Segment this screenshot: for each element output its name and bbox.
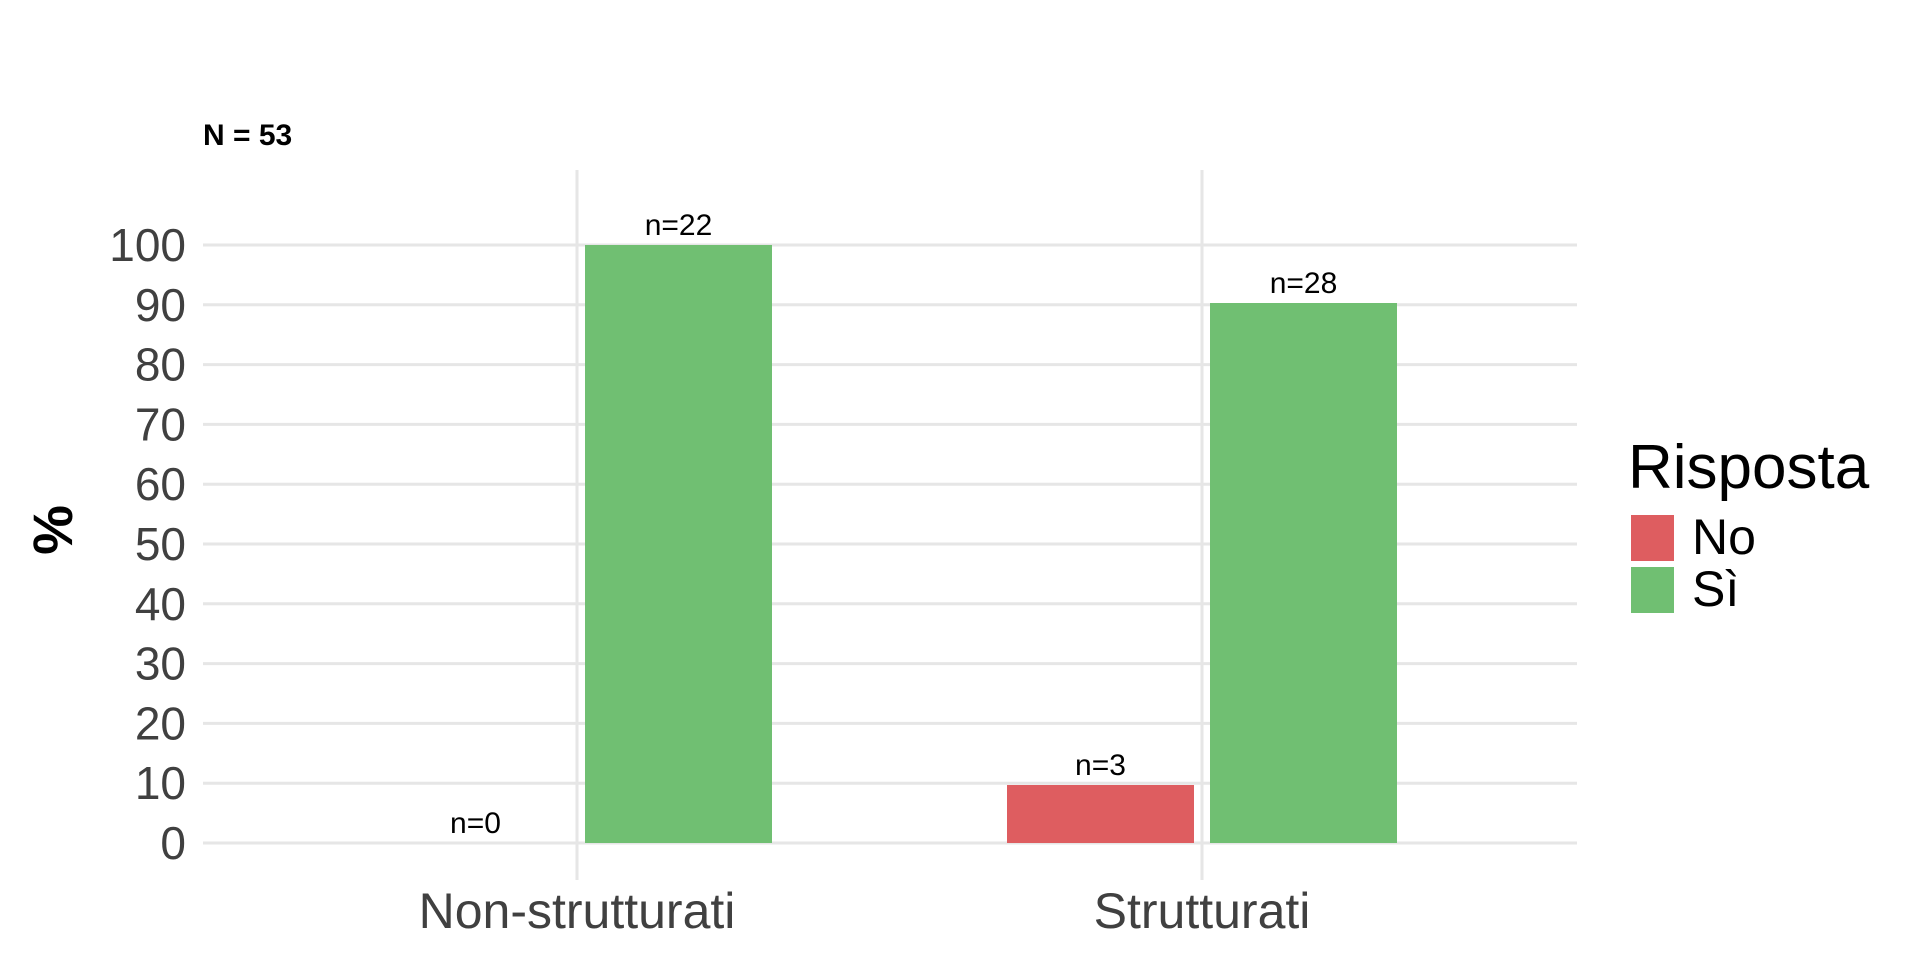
bar-s--1 bbox=[1210, 303, 1397, 844]
y-axis-ticks: 0 10 20 30 40 50 60 70 80 90 100 bbox=[109, 219, 186, 869]
bar-data-label: n=22 bbox=[645, 209, 713, 242]
x-tick-label: Strutturati bbox=[1094, 883, 1311, 939]
bar-data-label: n=0 bbox=[450, 807, 501, 840]
bar-data-label: n=28 bbox=[1270, 267, 1338, 300]
y-tick-label: 20 bbox=[135, 697, 186, 749]
bar-no-1 bbox=[1007, 784, 1194, 843]
y-axis-label: % bbox=[21, 505, 84, 555]
y-tick-label: 0 bbox=[160, 817, 186, 869]
legend-label: Sì bbox=[1692, 561, 1739, 617]
chart-subtitle: N = 53 bbox=[203, 119, 292, 152]
y-tick-label: 70 bbox=[135, 398, 186, 450]
x-tick-label: Non-strutturati bbox=[419, 883, 736, 939]
y-tick-label: 10 bbox=[135, 757, 186, 809]
bars bbox=[585, 245, 1397, 844]
y-tick-label: 80 bbox=[135, 339, 186, 391]
x-gridlines bbox=[575, 170, 1204, 880]
y-tick-label: 30 bbox=[135, 638, 186, 690]
legend-label: No bbox=[1692, 509, 1756, 565]
bar-labels: n=0 n=3 n=22 n=28 bbox=[450, 209, 1337, 840]
y-tick-label: 60 bbox=[135, 458, 186, 510]
bar-data-label: n=3 bbox=[1075, 749, 1126, 782]
y-tick-label: 40 bbox=[135, 578, 186, 630]
x-axis-ticks: Non-strutturati Strutturati bbox=[419, 883, 1311, 939]
legend-swatch bbox=[1631, 567, 1674, 613]
y-tick-label: 90 bbox=[135, 279, 186, 331]
y-tick-label: 100 bbox=[109, 219, 186, 271]
bar-s--0 bbox=[585, 245, 772, 843]
legend-swatch bbox=[1631, 515, 1674, 561]
y-tick-label: 50 bbox=[135, 518, 186, 570]
legend-title: Risposta bbox=[1628, 433, 1870, 502]
